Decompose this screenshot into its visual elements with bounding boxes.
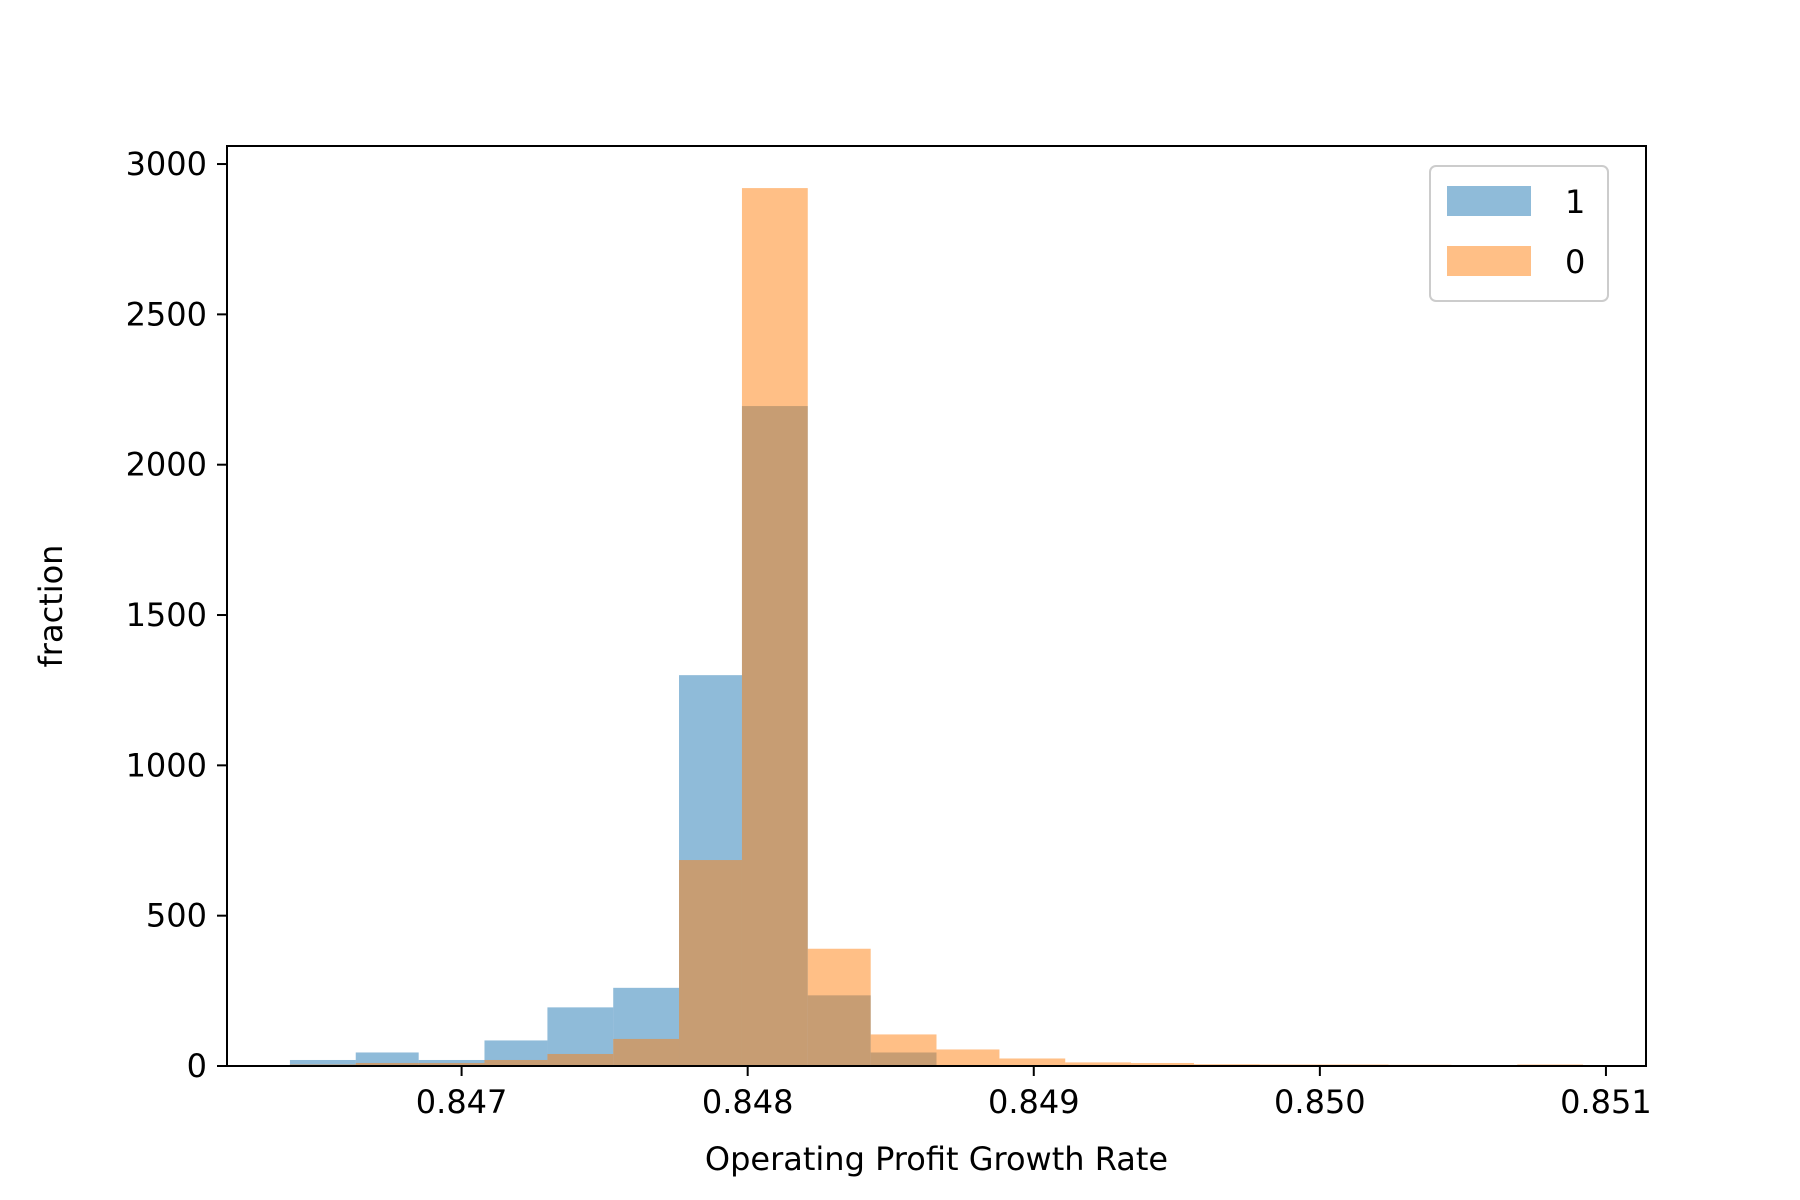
y-tick-label: 0 bbox=[187, 1047, 207, 1085]
series-0-bar-8 bbox=[807, 948, 871, 1066]
series-1-bar-1 bbox=[355, 1052, 419, 1066]
legend: 10 bbox=[1429, 165, 1609, 302]
y-axis-ticks: 0 500 1000 1500 2000 2500 3000 bbox=[126, 145, 227, 1085]
y-tick-label: 2000 bbox=[126, 446, 207, 484]
legend-label-1: 1 bbox=[1565, 183, 1585, 221]
series-0-bar-12 bbox=[1065, 1062, 1132, 1066]
series-0-bar-3 bbox=[484, 1059, 548, 1066]
series-0-bar-4 bbox=[547, 1053, 614, 1066]
series-0-bar-5 bbox=[613, 1038, 680, 1066]
series-0-bar-11 bbox=[999, 1058, 1066, 1066]
series-0-bar-7 bbox=[741, 188, 808, 1067]
y-tick-label: 2500 bbox=[126, 295, 207, 333]
x-tick-label: 0.851 bbox=[1560, 1083, 1652, 1121]
x-tick-label: 0.847 bbox=[416, 1083, 508, 1121]
x-axis-label: Operating Profit Growth Rate bbox=[705, 1140, 1168, 1178]
histogram-bars bbox=[289, 188, 1584, 1067]
y-axis-label: fraction bbox=[32, 545, 70, 668]
legend-swatch-1 bbox=[1447, 186, 1531, 216]
y-tick-label: 1500 bbox=[126, 596, 207, 634]
legend-swatch-0 bbox=[1447, 246, 1531, 276]
series-0-bar-2 bbox=[418, 1062, 485, 1066]
series-0-bar-13 bbox=[1131, 1062, 1194, 1066]
legend-label-0: 0 bbox=[1565, 243, 1585, 281]
series-0-bar-1 bbox=[355, 1062, 419, 1066]
plot-frame bbox=[226, 145, 1647, 1067]
x-axis-ticks: 0.847 0.848 0.849 0.850 0.851 bbox=[416, 1066, 1652, 1121]
y-tick-label: 1000 bbox=[126, 746, 207, 784]
x-tick-label: 0.850 bbox=[1274, 1083, 1366, 1121]
x-tick-label: 0.849 bbox=[988, 1083, 1080, 1121]
y-tick-label: 500 bbox=[146, 897, 207, 935]
series-1-bar-0 bbox=[289, 1059, 356, 1066]
series-0-bar-6 bbox=[679, 860, 742, 1066]
x-tick-label: 0.848 bbox=[702, 1083, 794, 1121]
series-0-bar-9 bbox=[870, 1034, 937, 1066]
series-0-bar-10 bbox=[936, 1049, 1000, 1066]
y-tick-label: 3000 bbox=[126, 145, 207, 183]
